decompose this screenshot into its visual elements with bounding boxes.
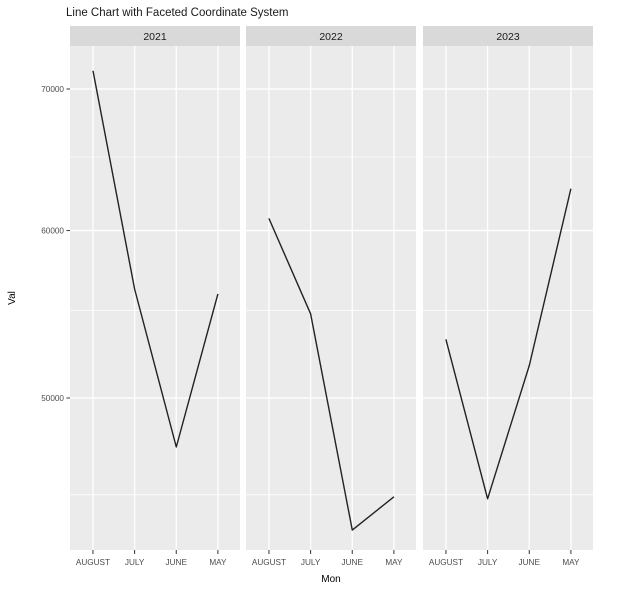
x-tick-label: JUNE (166, 558, 188, 567)
x-tick-label: MAY (562, 558, 580, 567)
x-tick-label: AUGUST (252, 558, 286, 567)
facet-panel (423, 46, 593, 550)
x-tick-label: MAY (209, 558, 227, 567)
x-tick-label: JULY (125, 558, 145, 567)
x-tick-label: JULY (301, 558, 321, 567)
x-tick-label: MAY (385, 558, 403, 567)
facet-panel (70, 46, 240, 550)
facet-strip (423, 26, 593, 46)
facet-strip-label: 2022 (319, 31, 343, 43)
facet-2022: 2022 AUGUST JULY JUNE MAY (246, 26, 416, 567)
facet-2021: 2021 AUGUST JULY JUNE MAY (70, 26, 240, 567)
facet-strip-label: 2023 (496, 31, 520, 43)
chart-title: Line Chart with Faceted Coordinate Syste… (66, 7, 288, 19)
x-tick-label: JUNE (519, 558, 541, 567)
y-tick-label: 60000 (41, 227, 64, 236)
chart-body: 2021 AUGUST JULY JUNE MAY 2022 AUGUST JULY JUNE M… (41, 26, 593, 567)
facet-2023: 2023 AUGUST JULY JUNE MAY (423, 26, 593, 567)
facet-strip (246, 26, 416, 46)
y-axis-title: Val (7, 291, 18, 305)
facet-strip (70, 26, 240, 46)
series-line-2021 (92, 70, 219, 448)
x-tick-label: JULY (478, 558, 498, 567)
x-axis-title: Mon (321, 574, 340, 585)
y-tick-label: 50000 (41, 394, 64, 403)
x-tick-label: AUGUST (76, 558, 110, 567)
facet-panel (246, 46, 416, 550)
facet-strip-label: 2021 (143, 31, 167, 43)
y-tick-label: 70000 (41, 85, 64, 94)
series-line-2022 (268, 218, 395, 531)
x-tick-label: JUNE (342, 558, 364, 567)
series-line-2023 (445, 188, 572, 500)
x-tick-label: AUGUST (429, 558, 463, 567)
